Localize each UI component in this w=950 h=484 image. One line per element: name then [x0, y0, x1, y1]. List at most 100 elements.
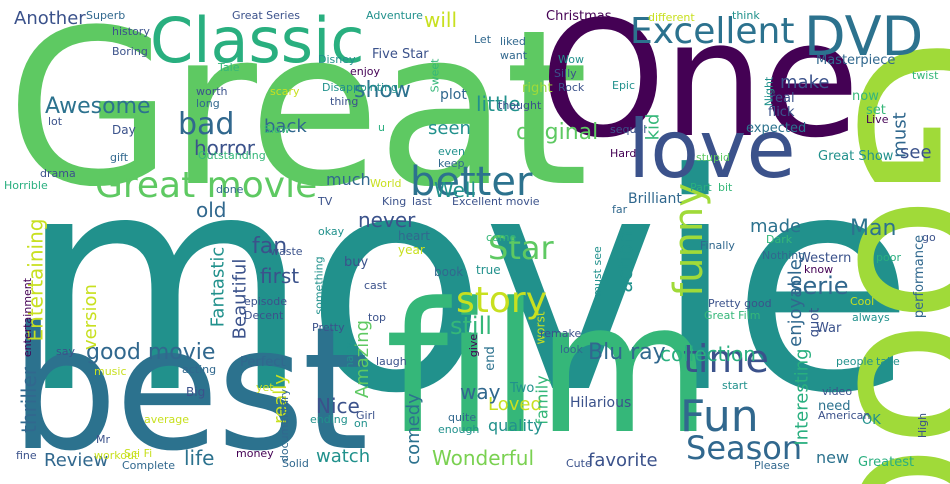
word: waste	[270, 245, 303, 258]
word: Disney	[318, 53, 356, 66]
word: Wonderful	[432, 446, 535, 470]
word: true	[476, 263, 501, 277]
word: liked	[500, 35, 526, 48]
word: sequel	[610, 123, 647, 136]
word: show	[354, 78, 411, 103]
word: life	[184, 446, 215, 470]
word: Amazing	[352, 319, 374, 399]
word: little	[476, 92, 521, 116]
word: Tale	[218, 61, 240, 74]
word: original	[516, 120, 599, 145]
word: High	[916, 412, 930, 439]
word: One	[540, 0, 860, 173]
word: Horrible	[4, 179, 48, 192]
word: Pretty	[312, 321, 345, 334]
word: look	[560, 343, 583, 356]
word: Disappointing	[322, 81, 399, 94]
word: Great	[6, 0, 589, 234]
word: cast	[364, 279, 387, 292]
word: made	[750, 216, 802, 237]
word: Please	[754, 459, 790, 472]
word: thought	[498, 99, 542, 112]
word: Dark	[766, 233, 793, 246]
word: Review	[44, 450, 109, 471]
word: Hard	[610, 147, 637, 160]
word: film	[385, 265, 712, 474]
word: make	[780, 72, 830, 93]
word: poor	[876, 251, 901, 264]
word: long	[196, 97, 220, 110]
word: Hilarious	[570, 395, 632, 411]
word: watch	[316, 446, 371, 467]
word: ending	[310, 413, 348, 426]
word: Superb	[86, 9, 126, 22]
word: old	[196, 198, 227, 222]
word: Perfect	[240, 355, 286, 370]
word: yet	[256, 381, 274, 394]
word: movie	[18, 110, 915, 459]
word: Interesting	[791, 348, 813, 446]
word: Silly	[554, 67, 577, 80]
word: gift	[110, 151, 129, 164]
word: history	[112, 25, 150, 38]
word: something	[312, 256, 326, 315]
word: set	[866, 103, 886, 118]
word: twist	[912, 69, 939, 82]
word: Loved	[488, 394, 542, 415]
word: OK	[862, 413, 881, 428]
word: done	[216, 183, 244, 196]
word: Sci Fi	[124, 447, 153, 460]
word: Boring	[112, 45, 148, 58]
word: stupid	[696, 151, 731, 164]
word: different	[648, 11, 695, 24]
word: Great Series	[232, 9, 300, 22]
word: will	[424, 8, 458, 32]
word: okay	[318, 225, 345, 238]
word: scary	[270, 85, 300, 98]
word: Fun	[680, 391, 759, 442]
word: enjoy	[350, 65, 381, 78]
word: Western	[798, 251, 852, 266]
word: keep	[438, 157, 465, 170]
word: top	[368, 311, 387, 324]
word: Live	[866, 113, 889, 126]
word: Mr	[96, 433, 111, 446]
word: average	[144, 413, 190, 426]
word: War	[816, 321, 842, 336]
word: action	[612, 231, 637, 293]
word: Classic	[150, 4, 365, 77]
word: King	[382, 195, 407, 208]
word: much	[326, 170, 371, 189]
word: collection	[660, 342, 756, 366]
word: World	[370, 177, 402, 190]
word: Another	[14, 8, 86, 29]
word: fan	[252, 234, 288, 259]
word: American	[818, 409, 871, 422]
word: Wow	[558, 53, 584, 66]
word: Fantastic	[207, 246, 229, 328]
word: give	[467, 333, 481, 358]
word: always	[852, 311, 890, 324]
word: never	[358, 208, 416, 232]
word: Great Film	[704, 309, 761, 322]
word: think	[732, 9, 760, 22]
word: love	[628, 103, 796, 196]
word: thriller	[16, 367, 41, 433]
word: Great Show	[818, 149, 894, 164]
word: right	[522, 81, 553, 96]
word: drama	[40, 167, 76, 180]
word: back	[264, 116, 307, 137]
word: episode	[244, 295, 288, 308]
word: see	[900, 142, 932, 163]
word: need	[818, 399, 851, 414]
word: heart	[398, 229, 430, 243]
word: Girl	[356, 409, 376, 422]
word: Cool	[850, 295, 875, 308]
word: plot	[440, 87, 467, 103]
word: Cute	[566, 457, 592, 470]
word: bit	[718, 181, 733, 194]
word: better	[410, 159, 533, 205]
word: comedy	[402, 393, 424, 465]
word: expected	[746, 121, 807, 136]
